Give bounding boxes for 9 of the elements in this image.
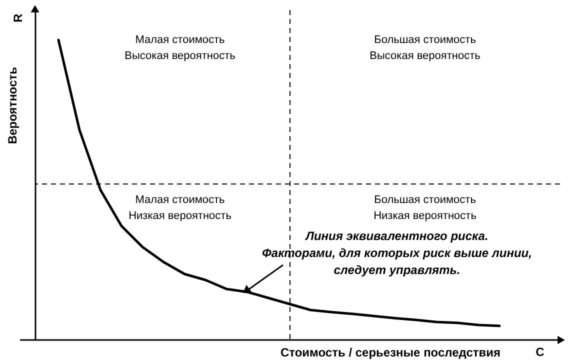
annotation: Большая стоимость Низкая вероятность: [374, 194, 477, 222]
y-axis-title: Вероятность: [6, 66, 20, 144]
text: R: [11, 13, 25, 22]
x-axis-title: Стоимость / серьезные последствия: [280, 346, 501, 360]
annotation: Малая стоимость Низкая вероятность: [128, 194, 232, 222]
annotation: Малая стоимость Высокая вероятность: [124, 34, 236, 62]
text: C: [536, 345, 545, 359]
annotation: Большая стоимость Высокая вероятность: [370, 34, 481, 62]
annotation: Линия эквивалентного риска. Факторами, для которых риск выше линии, следует управлять.: [262, 229, 532, 277]
